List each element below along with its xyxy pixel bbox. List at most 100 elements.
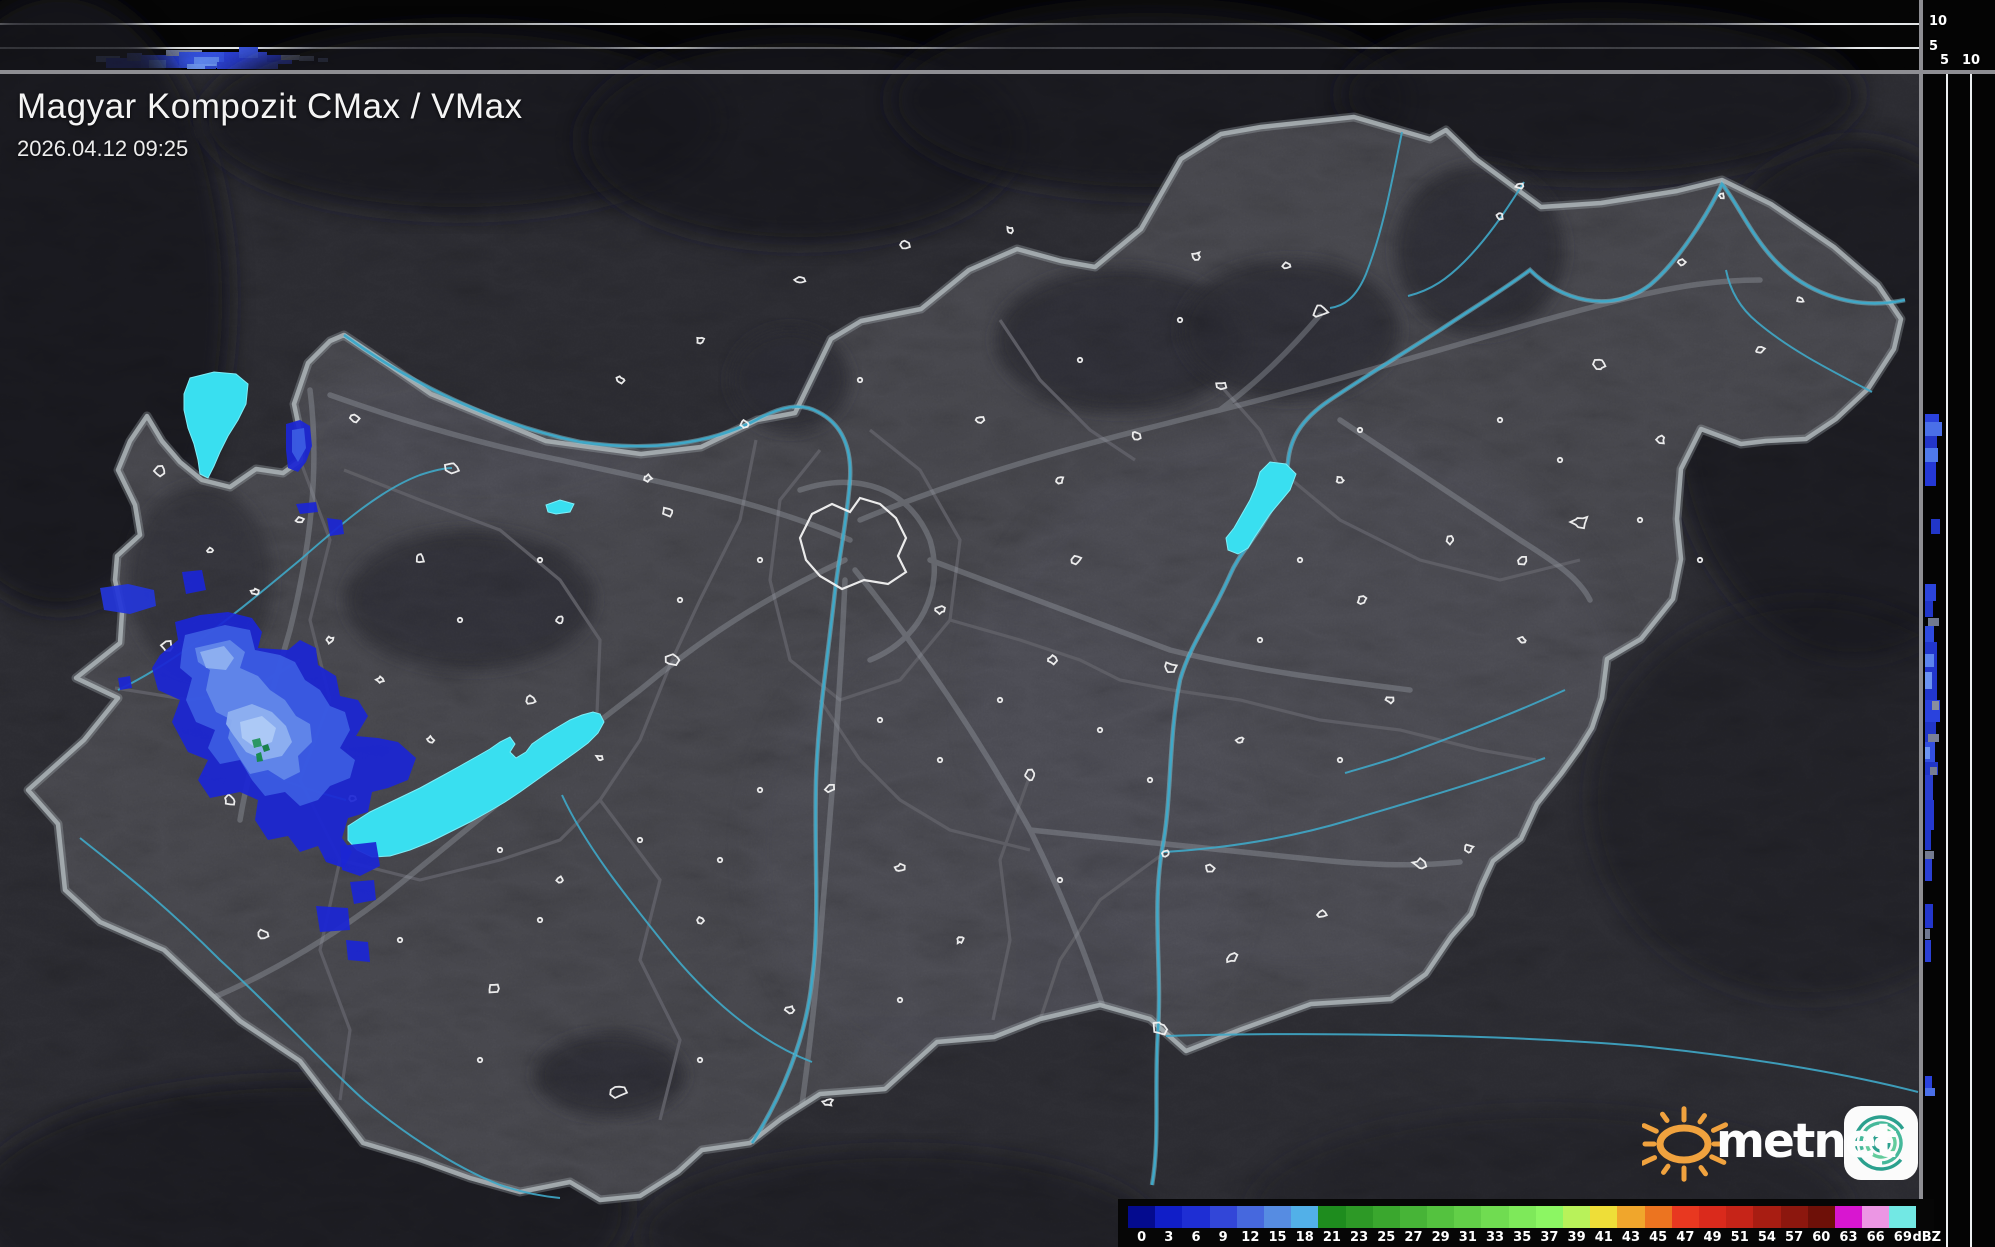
side-profile-echo <box>1925 601 1933 617</box>
side-profile-echo <box>1925 654 1934 667</box>
side-profile-echo <box>1928 734 1939 742</box>
legend-color-cell <box>1291 1206 1319 1228</box>
legend-value-label: 57 <box>1785 1230 1804 1245</box>
radar-echoes <box>100 420 416 962</box>
legend-unit-label: dBZ <box>1912 1230 1942 1245</box>
height-gridline <box>1970 74 1972 1247</box>
side-profile-echo <box>1925 830 1931 850</box>
legend-value-label: 27 <box>1404 1230 1423 1245</box>
height-axis-label: 10 <box>1929 14 1948 29</box>
top-profile-echo <box>239 47 258 58</box>
side-profile-echo <box>1925 800 1934 830</box>
legend-value-label: 41 <box>1594 1230 1613 1245</box>
legend-value-label: 47 <box>1676 1230 1695 1245</box>
side-profile-echo <box>1931 519 1940 534</box>
side-profile-echo <box>1925 672 1932 689</box>
page-title: Magyar Kompozit CMax / VMax <box>17 87 523 126</box>
legend-value-label: 69 <box>1893 1230 1912 1245</box>
legend-color-cell <box>1318 1206 1346 1228</box>
logo-text: metnet <box>1716 1114 1897 1169</box>
legend-color-cell <box>1644 1206 1672 1228</box>
profile-axis-corner: 10 5 5 10 <box>1923 0 1995 70</box>
legend-value-label: 12 <box>1241 1230 1260 1245</box>
side-profile-echo <box>1932 701 1939 710</box>
legend-color-cell <box>1128 1206 1156 1228</box>
side-profile-echo <box>1925 422 1942 436</box>
top-profile-echo <box>194 57 219 66</box>
height-axis-label: 5 <box>1929 39 1939 54</box>
budapest-outline <box>798 496 908 591</box>
legend-value-label: 43 <box>1621 1230 1641 1245</box>
side-profile-echo <box>1925 448 1938 462</box>
height-gridline <box>0 23 1920 25</box>
top-profile-echo <box>187 64 216 69</box>
legend-color-cell <box>1454 1206 1482 1228</box>
legend-color-cell <box>1535 1206 1563 1228</box>
side-profile-echo <box>1925 722 1936 742</box>
legend-value-label: 45 <box>1649 1230 1668 1245</box>
side-profile-echo <box>1930 767 1937 775</box>
legend-value-label: 6 <box>1191 1230 1201 1245</box>
legend-value-label: 9 <box>1218 1230 1228 1245</box>
metnet-logo: metnet <box>1639 1098 1932 1188</box>
legend-value-label: 21 <box>1322 1230 1341 1245</box>
county-borders <box>114 319 1581 1121</box>
legend-color-cell <box>1834 1206 1863 1228</box>
legend-color-cell <box>1481 1206 1509 1228</box>
country-border <box>25 114 1904 1203</box>
timestamp: 2026.04.12 09:25 <box>17 135 189 161</box>
lake-balaton <box>347 711 605 858</box>
legend-value-label: 49 <box>1703 1230 1722 1245</box>
radar-map <box>0 0 1920 1247</box>
side-profile-echo <box>1925 1088 1935 1096</box>
side-profile-echo <box>1925 1076 1932 1094</box>
legend-value-label: 37 <box>1540 1230 1559 1245</box>
side-profile-echo <box>1928 618 1939 626</box>
legend-labels: 0 3 6 9 12 15 18 21 23 25 27 29 31 33 35 37 39 41 43 45 47 49… <box>1128 1230 1948 1245</box>
rivers <box>79 131 1919 1199</box>
legend-value-label: 54 <box>1757 1230 1776 1245</box>
dbz-legend: 0 3 6 9 12 15 18 21 23 25 27 29 31 33 35 37 39 41 43 45 47 49… <box>1118 1199 1941 1247</box>
legend-color-cell <box>1263 1206 1292 1228</box>
height-gridline <box>1946 74 1948 1247</box>
legend-color-cell <box>1780 1206 1808 1228</box>
legend-color-cell <box>1399 1206 1428 1228</box>
side-profile-echo <box>1925 436 1937 448</box>
legend-value-label: 39 <box>1567 1230 1586 1245</box>
legend-color-cell <box>1862 1206 1890 1228</box>
legend-color-cell <box>1236 1206 1264 1228</box>
city-outlines <box>152 182 1805 1107</box>
side-profile-echo <box>1925 859 1932 881</box>
legend-value-label: 33 <box>1485 1230 1505 1245</box>
side-profile-echo <box>1925 904 1933 928</box>
height-axis-label: 10 <box>1962 53 1981 68</box>
legend-color-cell <box>1372 1206 1400 1228</box>
legend-color-cell <box>1753 1206 1781 1228</box>
side-profile-echo <box>1925 626 1934 642</box>
legend-color-cell <box>1726 1206 1754 1228</box>
side-profile-echo <box>1925 775 1933 800</box>
legend-color-cell <box>1182 1206 1210 1228</box>
side-profile-echo <box>1925 642 1937 700</box>
legend-value-label: 60 <box>1812 1230 1831 1245</box>
major-river <box>1150 181 1906 1186</box>
legend-color-cell <box>1427 1206 1455 1228</box>
metnet-app-icon <box>1844 1106 1918 1180</box>
lake-ferto <box>183 371 249 479</box>
legend-color-cell <box>1590 1206 1618 1228</box>
legend-value-label: 25 <box>1377 1230 1396 1245</box>
legend-color-bar <box>1128 1206 1917 1228</box>
side-profile-echo <box>1925 851 1934 859</box>
legend-color-cell <box>1345 1206 1373 1228</box>
legend-value-label: 31 <box>1458 1230 1477 1245</box>
side-profile-echo <box>1925 742 1935 762</box>
legend-value-label: 3 <box>1164 1230 1174 1245</box>
legend-color-cell <box>1508 1206 1536 1228</box>
legend-value-label: 29 <box>1431 1230 1450 1245</box>
legend-color-cell <box>1617 1206 1645 1228</box>
legend-color-cell <box>1209 1206 1237 1228</box>
side-profile-echo <box>1925 940 1931 962</box>
top-profile-echo <box>205 66 216 69</box>
legend-value-label: 23 <box>1350 1230 1369 1245</box>
